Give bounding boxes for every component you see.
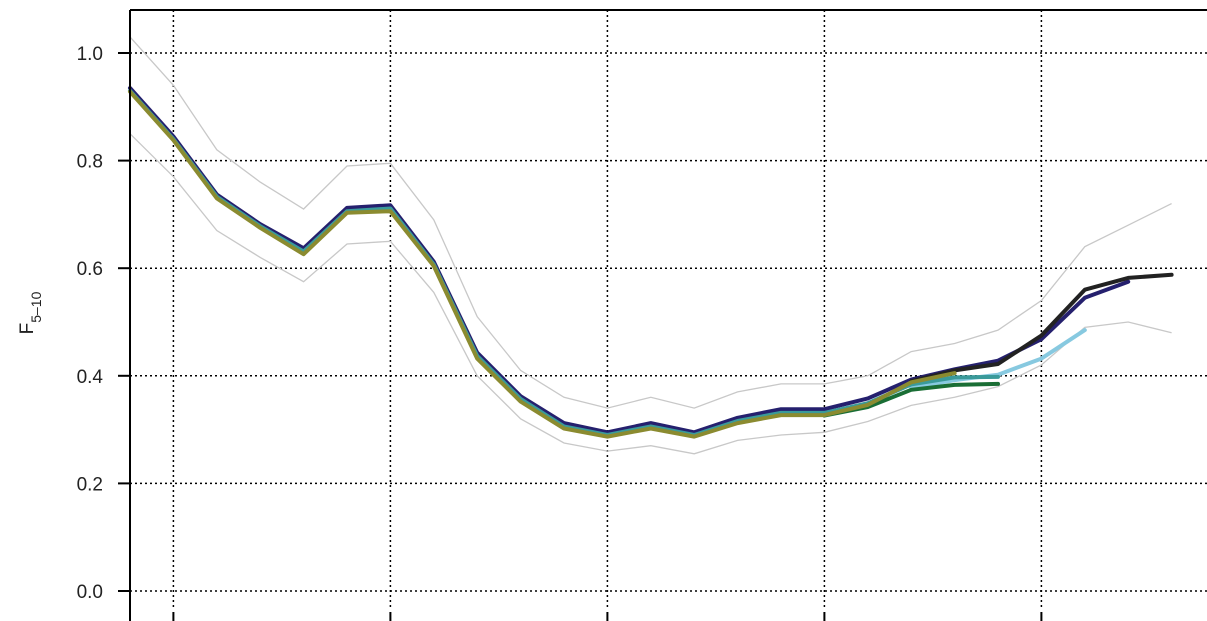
y-tick-labels: 0.0 0.2 0.4 0.6 0.8 1.0 [77,44,104,603]
confidence-band-line [129,133,1172,455]
y-tick-label: 0.0 [77,582,103,603]
series-line [128,88,1000,437]
axes [118,9,1207,621]
y-tick-label: 0.8 [77,152,103,173]
confidence-band-line [129,36,1172,409]
confidence-bands [129,36,1172,455]
grid-lines [130,10,1207,610]
series-line [909,328,1087,390]
series-line [128,89,957,439]
y-tick-label: 0.6 [77,259,103,280]
y-axis-label-subscript: 5–10 [28,291,44,322]
y-tick-label: 1.0 [77,44,103,65]
series-line [909,272,1174,384]
series-line [128,86,1131,435]
y-tick-label: 0.2 [77,474,103,495]
series-lines [128,86,1174,439]
y-axis-label: F5–10 [17,291,44,334]
y-tick-label: 0.4 [77,367,104,388]
